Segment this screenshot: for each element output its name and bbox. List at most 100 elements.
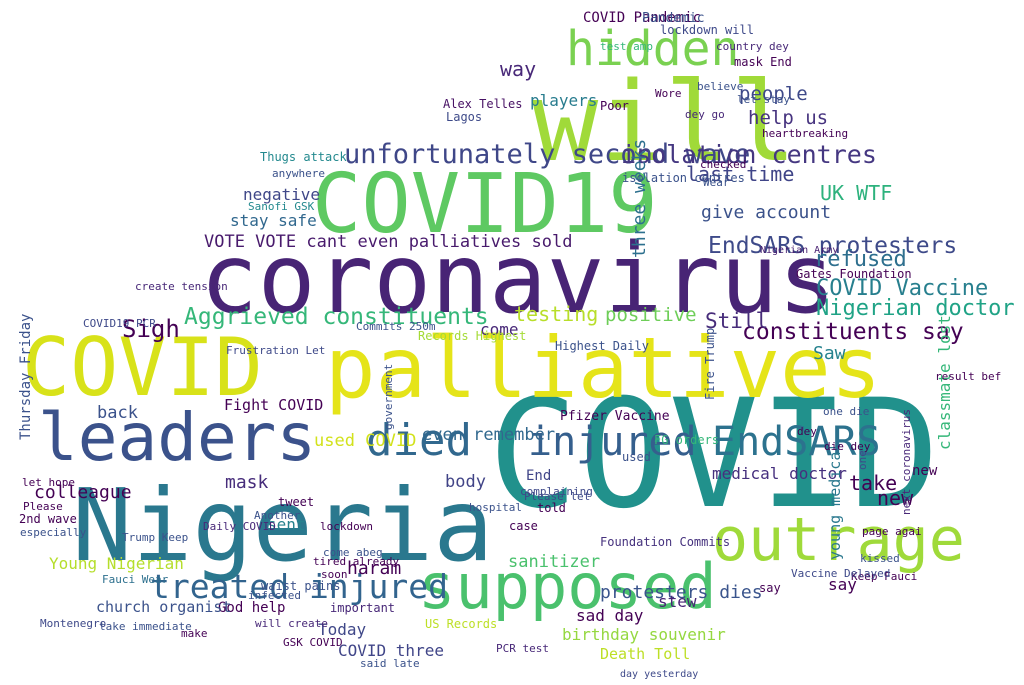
word: one die — [823, 405, 869, 418]
word: constituents say — [742, 319, 964, 345]
word: three weeks — [629, 139, 650, 258]
word: Lagos — [446, 110, 482, 124]
word: told — [537, 501, 566, 515]
word: COVID — [488, 368, 940, 542]
word: haram — [347, 558, 401, 579]
word: colleague — [34, 482, 132, 503]
word: Fauci Wear — [102, 573, 169, 586]
word: Pfizer Vaccine — [560, 409, 670, 424]
word: isolation centres — [622, 171, 745, 185]
word: Fire Trump — [703, 328, 717, 400]
word: Highest Daily — [555, 339, 649, 353]
word: Nigeria — [72, 467, 493, 584]
word: COVID — [22, 321, 263, 414]
word: said late — [360, 657, 420, 670]
word: positive — [605, 304, 697, 326]
word: medical doctor — [712, 464, 847, 483]
word: will create — [255, 617, 328, 630]
word: Keep Fauci — [851, 570, 917, 583]
word: Pandemic — [642, 11, 705, 26]
word: stew — [658, 592, 697, 611]
word: lockdown will — [660, 23, 754, 37]
word: Aggrieved constituents — [184, 304, 489, 330]
word: COVID Vaccine — [816, 276, 988, 301]
word: Commits 250m — [356, 320, 436, 333]
word: complaining — [520, 485, 593, 498]
word: say — [759, 581, 781, 595]
word: let stay — [737, 93, 790, 106]
word: stay safe — [230, 211, 317, 230]
word: hidden — [566, 21, 739, 77]
word: died — [366, 415, 472, 466]
word: VOTE VOTE cant even palliatives sold — [204, 232, 572, 252]
word: hospital — [469, 501, 522, 514]
word: unfortunately second wave — [344, 139, 750, 170]
word: take immediate — [99, 620, 192, 633]
word: government — [382, 364, 395, 430]
word: page agai — [862, 525, 922, 538]
word: EndSARS — [712, 419, 881, 465]
word: will — [532, 58, 797, 186]
word: Foundation Commits — [600, 535, 730, 549]
word: say — [828, 575, 857, 594]
word: Another — [254, 509, 301, 522]
word: birthday souvenir — [562, 625, 726, 644]
word: way — [500, 57, 536, 81]
word: church organist — [96, 598, 231, 616]
word: Wore — [655, 87, 682, 100]
word: last time — [686, 162, 794, 186]
word: refused — [814, 247, 907, 272]
word: PCR test — [496, 642, 549, 655]
word: help us — [748, 107, 828, 129]
word: heartbreaking — [762, 127, 848, 140]
word: dey go — [685, 108, 725, 121]
word: outrage — [712, 505, 965, 575]
word: kissed — [860, 552, 900, 565]
word: create tension — [135, 280, 228, 293]
word: Trump Keep — [122, 531, 188, 544]
word: come abeg — [323, 546, 383, 559]
word: Please let — [524, 490, 590, 503]
word: next coronavirus — [900, 409, 913, 515]
word: Records Highest — [418, 329, 526, 343]
word: Death Toll — [600, 645, 690, 663]
word: make — [181, 627, 208, 640]
word: people — [739, 83, 808, 105]
word: anywhere — [272, 167, 325, 180]
word: isolation centres — [621, 140, 877, 169]
word: testing — [514, 302, 598, 326]
word: Please — [23, 500, 63, 513]
word: sent — [267, 515, 306, 534]
word: Sanofi GSK — [248, 200, 315, 213]
word: supposed — [418, 550, 717, 623]
word: young medical — [826, 443, 844, 560]
word: Nigerian doctor — [816, 296, 1015, 321]
word: injured — [528, 419, 697, 465]
word: case — [509, 519, 538, 533]
word: Alex Telles — [443, 97, 522, 111]
word: Montenegro — [40, 617, 106, 630]
word: Today — [318, 620, 367, 639]
word: Wear — [703, 176, 730, 189]
word: even remember — [422, 425, 555, 445]
word: tired already — [313, 555, 399, 568]
word: negative — [243, 185, 320, 204]
word: checked — [700, 158, 746, 171]
word: sanitizer — [508, 552, 600, 572]
word: FG orders — [654, 433, 719, 447]
word: important — [330, 601, 395, 615]
word: back — [97, 403, 138, 423]
word: End — [526, 468, 551, 484]
word: mask End — [734, 55, 792, 69]
word: Thursday Friday — [18, 314, 34, 440]
word: mask — [225, 472, 269, 493]
word: Saw — [813, 343, 846, 364]
word: US Records — [425, 617, 497, 631]
word: die dey — [824, 440, 871, 453]
word: lockdown — [320, 520, 373, 533]
word: especially — [20, 526, 87, 539]
word: Fight COVID — [224, 396, 323, 414]
word: let hope — [22, 476, 75, 489]
word: treated injured — [150, 567, 448, 606]
